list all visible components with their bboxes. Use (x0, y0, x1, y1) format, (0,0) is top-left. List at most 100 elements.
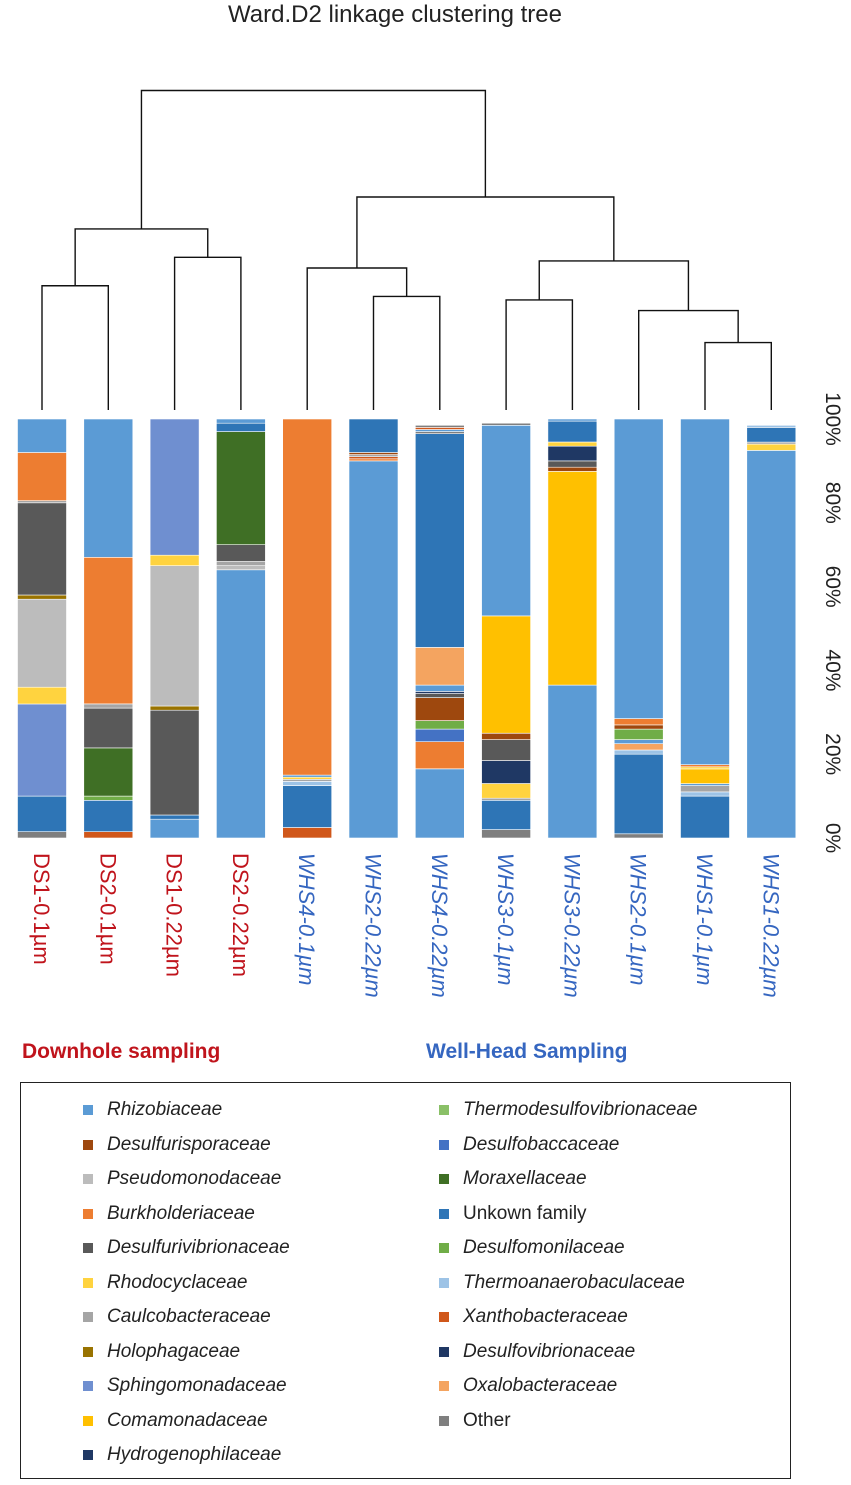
bar-segment-4-2 (282, 781, 333, 786)
x-tick-label-5: WHS2-0.22µm (361, 853, 386, 998)
dendrogram-link-9 (356, 196, 615, 268)
bar-segment-10-4 (680, 768, 730, 784)
bar-segment-6-0 (414, 768, 465, 839)
bar-segment-3-1 (216, 565, 266, 571)
bar-segment-7-4 (481, 760, 531, 784)
legend-item: Comamonadaceae (83, 1410, 268, 1432)
legend-item: Holophagaceae (83, 1341, 240, 1363)
legend-item: Other (439, 1410, 511, 1432)
bar-segment-8-5 (547, 441, 598, 447)
legend-swatch (83, 1243, 93, 1253)
bar-segment-2-3 (149, 705, 200, 711)
bar-segment-6-13 (414, 424, 465, 428)
bar-segment-4-4 (282, 776, 333, 780)
bar-segment-3-6 (216, 418, 266, 424)
bar-segment-9-4 (613, 739, 664, 744)
bar-segment-9-6 (613, 724, 664, 730)
chart-area: Ward.D2 linkage clustering tree 0% 20% 40%… (17, 1, 844, 998)
legend-label: Rhizobiaceae (107, 1099, 223, 1120)
bar-segment-10-2 (680, 785, 730, 793)
bar-segment-8-4 (547, 445, 598, 462)
bar-segment-10-5 (680, 766, 730, 770)
dendrogram-link-6 (41, 285, 110, 410)
dendrogram-link-5 (306, 267, 408, 410)
legend-swatch (83, 1450, 93, 1460)
dendrogram-link-10 (140, 89, 487, 229)
legend-swatch (83, 1105, 93, 1115)
legend-item: Hydrogenophilaceae (83, 1444, 281, 1466)
dendrogram-link-3 (538, 260, 690, 311)
bar-segment-1-3 (83, 747, 134, 797)
bar-segment-6-6 (414, 691, 465, 694)
dendrogram-link-7 (173, 256, 242, 410)
legend-swatch (439, 1346, 449, 1357)
legend-swatch (439, 1243, 449, 1253)
legend-swatch (83, 1277, 93, 1288)
bar-segment-10-6 (680, 764, 730, 768)
bar-segment-0-7 (17, 500, 67, 504)
bar-segment-8-2 (547, 466, 598, 472)
legend-item: Pseudomonodaceae (83, 1168, 281, 1190)
x-tick-label-6: WHS4-0.22µm (427, 853, 452, 998)
legend-swatch (439, 1312, 449, 1322)
legend: Rhizobiaceae Desulfurisporaceae Pseudomono… (20, 1082, 791, 1479)
y-tick-label-4: 80% (821, 482, 844, 524)
bar-segment-8-6 (547, 420, 598, 443)
legend-label: Holophagaceae (107, 1340, 241, 1362)
bar-segment-6-7 (414, 684, 465, 692)
y-tick-label-2: 40% (821, 649, 844, 691)
bar-segment-2-1 (149, 814, 200, 820)
bar-segment-0-0 (17, 831, 67, 839)
legend-swatch (439, 1208, 449, 1219)
legend-item: Burkholderiaceae (83, 1203, 255, 1225)
legend-swatch (439, 1105, 449, 1115)
bar-segment-1-4 (83, 707, 134, 749)
stacked-bars (17, 418, 797, 839)
bar-segment-4-0 (282, 827, 333, 839)
legend-swatch (83, 1139, 93, 1150)
legend-swatch (83, 1381, 93, 1391)
legend-label: Other (463, 1409, 511, 1431)
bar-segment-10-7 (680, 418, 730, 766)
legend-item: Oxalobacteraceae (439, 1375, 617, 1397)
bar-segment-1-5 (83, 703, 134, 709)
legend-swatch (439, 1277, 449, 1288)
legend-label: Desulfomonilaceae (463, 1237, 625, 1258)
bar-segment-6-8 (414, 647, 465, 686)
legend-item: Desulfobaccaceae (439, 1134, 619, 1156)
bar-segment-11-0 (746, 450, 797, 839)
bar-segment-6-11 (414, 429, 465, 432)
x-tick-label-9: WHS2-0.1µm (626, 853, 651, 985)
bar-segment-6-5 (414, 693, 465, 698)
legend-swatch (83, 1312, 93, 1322)
bar-segment-7-6 (481, 732, 531, 740)
bar-segment-11-3 (746, 427, 797, 443)
x-axis-labels: DS1-0.1µm DS2-0.1µm DS1-0.22µm DS2-0.22µm WH… (29, 853, 783, 998)
x-tick-label-11: WHS1-0.22µm (758, 853, 783, 998)
legend-label: Pseudomonodaceae (107, 1168, 282, 1189)
bar-segment-9-7 (613, 718, 664, 726)
legend-swatch (83, 1208, 93, 1219)
bar-segment-9-2 (613, 749, 664, 755)
bar-segment-4-3 (282, 778, 333, 782)
bar-segment-2-4 (149, 565, 200, 707)
legend-item: Sphingomonadaceae (83, 1375, 287, 1397)
legend-label: Rhodocyclaceae (107, 1271, 248, 1293)
legend-item: Unkown family (439, 1203, 587, 1225)
x-tick-label-8: WHS3-0.22µm (559, 853, 584, 998)
dendrogram-link-1 (638, 309, 739, 410)
bar-segment-11-4 (746, 424, 797, 428)
legend-label: Desulfovibrionaceae (463, 1340, 636, 1362)
bar-segment-9-1 (613, 753, 664, 835)
legend-label: Desulfobaccaceae (463, 1133, 620, 1155)
bar-segment-6-10 (414, 431, 465, 435)
bar-segment-7-9 (481, 422, 531, 426)
dendrogram-link-2 (505, 299, 574, 410)
bar-segment-11-1 (746, 443, 797, 451)
bar-segment-7-1 (481, 799, 531, 830)
y-tick-label-0: 0% (821, 823, 844, 853)
y-tick-label-3: 60% (821, 566, 844, 608)
bar-segment-6-2 (414, 728, 465, 742)
bar-segment-5-3 (348, 454, 399, 458)
bar-segment-9-5 (613, 728, 664, 740)
